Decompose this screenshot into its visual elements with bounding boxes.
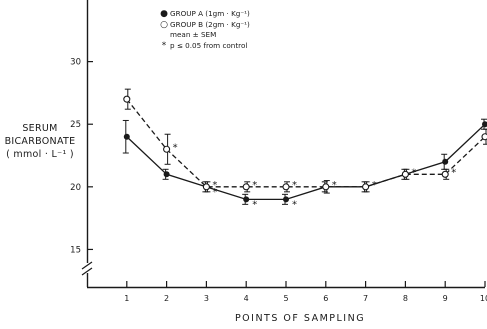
significance-marker-group-a: *: [292, 199, 297, 210]
x-tick-label: 7: [363, 294, 368, 303]
data-point-group-b: [481, 133, 487, 141]
open-circle-icon: ○: [160, 19, 168, 30]
y-axis-title-line-3: ( mmol · L⁻¹ ): [6, 149, 74, 160]
data-point-group-b: [242, 183, 250, 191]
x-tick-label: 4: [244, 294, 249, 303]
significance-marker-group-b: *: [252, 180, 257, 191]
significance-marker-group-b: *: [372, 180, 377, 191]
legend-item-mean-sem: mean ± SEM: [158, 30, 250, 41]
x-tick-label: 8: [403, 294, 408, 303]
data-point-group-a: [482, 121, 487, 128]
significance-marker-group-a: *: [212, 187, 217, 198]
x-axis-title: POINTS OF SAMPLING: [234, 313, 366, 324]
x-tick-label: 3: [204, 294, 209, 303]
legend-label-group-b: GROUP B (2gm · Kg⁻¹): [170, 19, 250, 29]
significance-marker-group-b: *: [173, 142, 178, 153]
data-point-group-b: [322, 183, 330, 191]
y-tick-label: 30: [70, 58, 81, 68]
significance-marker-group-b: *: [212, 180, 217, 191]
data-point-group-b: [282, 183, 290, 191]
legend-item-group-b: ○ GROUP B (2gm · Kg⁻¹): [158, 20, 250, 31]
x-tick-label: 5: [283, 294, 288, 303]
data-point-group-a: [442, 158, 449, 165]
y-axis-title-line-2: BICARBONATE: [4, 136, 76, 147]
series-group-a: ** *: [122, 118, 487, 210]
asterisk-icon: *: [161, 40, 167, 51]
series-layer: ** *** * * * ** *: [122, 88, 487, 210]
x-tick-label: 10: [480, 294, 487, 303]
y-axis-title-line-1: SERUM: [22, 123, 58, 134]
y-tick-label: 25: [70, 120, 81, 130]
data-point-group-b: [202, 183, 210, 191]
series-group-b: * * * * * * * *: [123, 88, 487, 194]
data-point-group-b: [362, 183, 370, 191]
filled-circle-icon: ●: [160, 9, 168, 19]
x-tick-label: 2: [164, 294, 169, 303]
axes: 15 20 25 30 1 2 3 4 5 6 7 8 9 10: [70, 0, 487, 303]
data-point-group-a: [243, 196, 250, 203]
data-point-group-b: [441, 170, 449, 178]
series-line-group-a: [126, 123, 486, 200]
axis-break-mark: [81, 261, 93, 270]
significance-marker-group-a: *: [252, 199, 257, 210]
data-point-group-b: [401, 170, 409, 178]
y-tick-label: 20: [70, 183, 81, 193]
legend: ● GROUP A (1gm · Kg⁻¹) ○ GROUP B (2gm · Kg…: [158, 9, 250, 51]
data-point-group-a: [163, 171, 170, 178]
legend-label-group-a: GROUP A (1gm · Kg⁻¹): [170, 9, 250, 18]
legend-label-significance: p ≤ 0.05 from control: [170, 40, 248, 50]
axis-break-mark: [81, 267, 93, 276]
legend-label-mean-sem: mean ± SEM: [170, 30, 217, 39]
series-line-group-b: [126, 98, 486, 188]
y-axis-title: SERUM BICARBONATE ( mmol · L⁻¹ ): [2, 122, 78, 161]
data-point-group-b: [123, 95, 131, 103]
y-tick-label: 15: [70, 245, 81, 255]
significance-marker-group-b: *: [411, 167, 416, 178]
data-point-group-a: [123, 133, 130, 140]
x-tick-label: 1: [124, 294, 129, 303]
x-tick-label: 6: [323, 294, 328, 303]
data-point-group-b: [163, 145, 171, 153]
legend-item-significance: * p ≤ 0.05 from control: [158, 41, 250, 52]
significance-marker-group-b: *: [332, 180, 337, 191]
significance-marker-group-b: *: [292, 180, 297, 191]
legend-item-group-a: ● GROUP A (1gm · Kg⁻¹): [158, 9, 250, 20]
x-tick-label: 9: [443, 294, 448, 303]
significance-marker-group-b: *: [451, 167, 456, 178]
data-point-group-a: [283, 196, 289, 203]
